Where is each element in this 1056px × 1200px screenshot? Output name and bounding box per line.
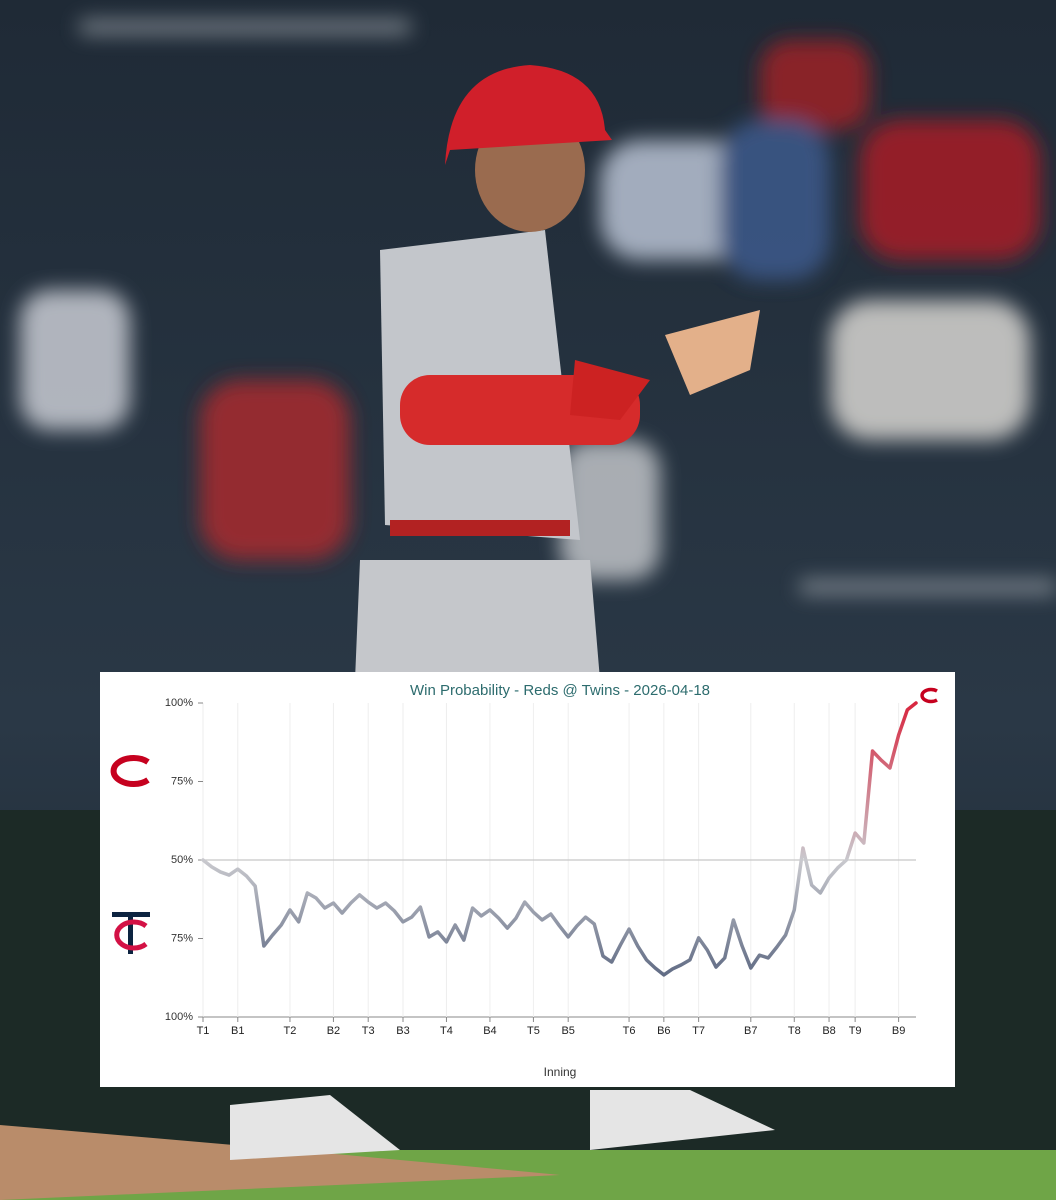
end-logo (920, 687, 938, 704)
x-tick-label: B2 (327, 1025, 340, 1037)
x-tick-label: B8 (822, 1025, 835, 1037)
y-tick-label: 100% (165, 1011, 193, 1023)
chart-panel: Win Probability - Reds @ Twins - 2026-04… (100, 672, 955, 1087)
x-tick-label: B5 (561, 1025, 574, 1037)
win-probability-line (201, 701, 918, 977)
y-tick-label: 50% (171, 854, 193, 866)
panel-background (100, 672, 955, 1087)
x-axis-label: Inning (544, 1065, 577, 1079)
x-tick-label: T9 (849, 1025, 862, 1037)
x-tick-label: B6 (657, 1025, 670, 1037)
y-tick-label: 75% (171, 932, 193, 944)
x-tick-label: T7 (692, 1025, 705, 1037)
y-tick-label: 75% (171, 775, 193, 787)
plot: T1 B1 T2 B2 T3 B3 T4 B4 T5 B5 T6 B6 T7 B7 T8 B8 T9 B9 100%… (165, 697, 918, 1037)
x-tick-label: T3 (362, 1025, 375, 1037)
x-tick-label: T6 (623, 1025, 636, 1037)
twins-logo (112, 912, 150, 954)
y-tick-label: 100% (165, 697, 193, 709)
x-tick-label: T4 (440, 1025, 453, 1037)
x-tick-label: T5 (527, 1025, 540, 1037)
x-tick-label: B4 (483, 1025, 496, 1037)
x-tick-label: B3 (396, 1025, 409, 1037)
x-tick-label: B9 (892, 1025, 905, 1037)
reds-logo (110, 755, 150, 787)
x-tick-label: T2 (284, 1025, 297, 1037)
x-tick-label: B1 (231, 1025, 244, 1037)
chart-title: Win Probability - Reds @ Twins - 2026-04… (410, 682, 710, 699)
x-tick-label: B7 (744, 1025, 757, 1037)
x-tick-label: T1 (197, 1025, 210, 1037)
x-tick-label: T8 (788, 1025, 801, 1037)
